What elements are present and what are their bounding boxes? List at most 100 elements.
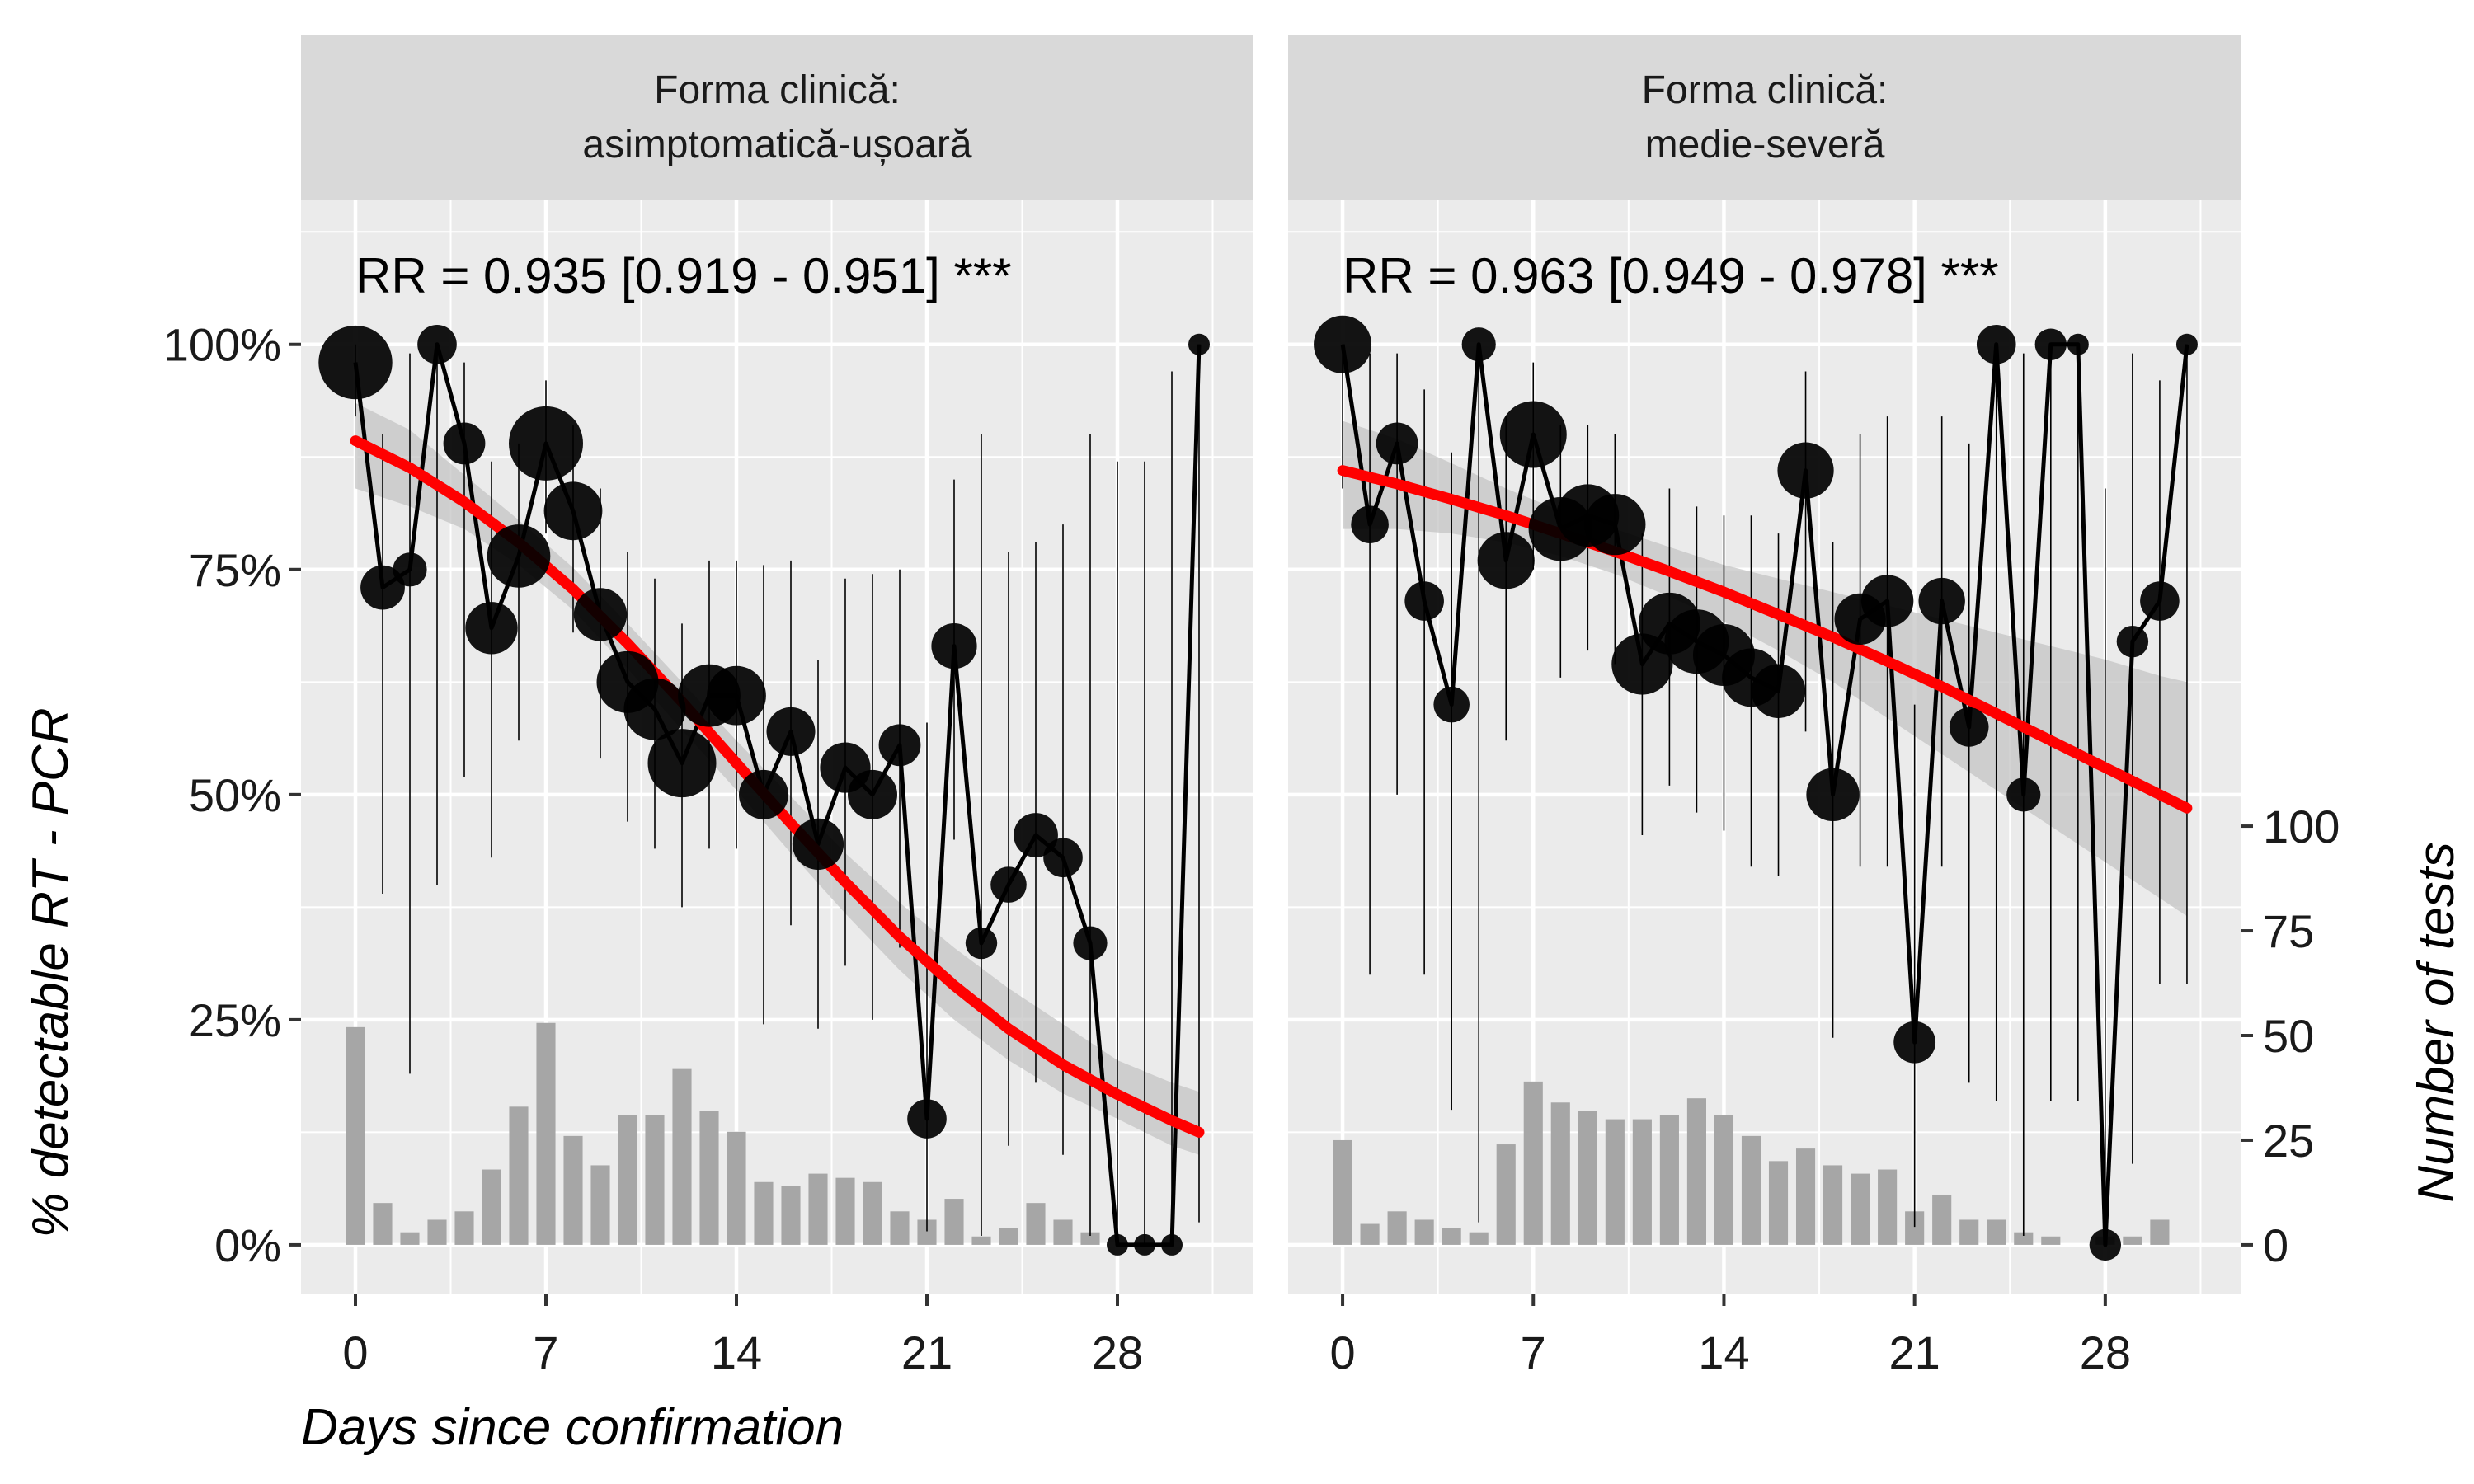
data-point xyxy=(1918,577,1965,625)
data-point xyxy=(443,422,486,465)
y-axis-title: % detectable RT - PCR xyxy=(22,707,79,1237)
test-count-bar xyxy=(1632,1119,1652,1245)
data-point xyxy=(623,678,686,740)
data-point xyxy=(543,481,603,541)
data-point xyxy=(1188,333,1210,355)
test-count-bar xyxy=(1795,1148,1816,1245)
trend-confidence-band xyxy=(355,402,1199,1155)
rr-annotation: RR = 0.963 [0.949 - 0.978] *** xyxy=(1343,248,1999,303)
y2-axis-title: Number of tests xyxy=(2408,842,2465,1203)
data-point xyxy=(907,1099,947,1139)
y2-tick-label: 100 xyxy=(2263,801,2340,852)
x-tick-label: 7 xyxy=(533,1327,558,1378)
x-tick-label: 7 xyxy=(1521,1327,1546,1378)
data-point xyxy=(1806,768,1860,822)
test-count-bar xyxy=(944,1199,964,1245)
test-count-bar xyxy=(373,1203,393,1245)
data-point xyxy=(1777,442,1834,499)
strip-label: medie-severă xyxy=(1645,123,1885,167)
trend-line xyxy=(350,435,1205,1138)
data-point xyxy=(965,927,998,960)
test-count-bar xyxy=(1959,1219,1979,1245)
data-point xyxy=(1860,575,1914,627)
test-count-bar xyxy=(1987,1219,2006,1245)
data-point xyxy=(1043,838,1083,878)
test-count-bar xyxy=(645,1115,665,1245)
data-point xyxy=(1376,422,1418,465)
data-point xyxy=(2034,328,2067,360)
data-point xyxy=(2067,333,2089,355)
test-count-bar xyxy=(1768,1161,1789,1245)
data-point xyxy=(1073,926,1108,960)
strip-label: Forma clinică: xyxy=(654,68,901,112)
data-point xyxy=(1751,664,1806,718)
data-point xyxy=(2089,1228,2122,1261)
test-count-bar xyxy=(482,1169,501,1245)
test-count-bar xyxy=(999,1228,1018,1245)
y-tick-label: 50% xyxy=(189,769,281,821)
data-point xyxy=(393,552,427,587)
test-count-bar xyxy=(536,1022,556,1245)
test-count-bar xyxy=(1851,1173,1870,1245)
test-count-bar xyxy=(1714,1115,1734,1245)
x-tick-label: 21 xyxy=(1889,1327,1940,1378)
y-tick-label: 25% xyxy=(189,994,281,1046)
data-point xyxy=(1314,315,1372,373)
data-point xyxy=(1107,1233,1128,1256)
test-count-bar xyxy=(618,1115,637,1245)
x-tick-label: 0 xyxy=(342,1327,368,1378)
data-point xyxy=(739,769,788,819)
data-point xyxy=(487,524,551,588)
test-count-bar xyxy=(890,1211,910,1245)
strip-background xyxy=(301,35,1253,200)
data-point xyxy=(931,623,977,669)
test-count-bar xyxy=(672,1068,692,1245)
data-point xyxy=(2175,333,2198,355)
test-count-bar xyxy=(1932,1194,1952,1245)
test-count-bar xyxy=(1550,1102,1570,1245)
x-tick-label: 0 xyxy=(1329,1327,1355,1378)
test-count-bar xyxy=(1878,1169,1898,1245)
test-count-bar xyxy=(1686,1098,1706,1245)
test-count-bar xyxy=(1905,1211,1925,1245)
data-point xyxy=(1584,494,1646,556)
test-count-bar xyxy=(1523,1081,1543,1245)
strip-label: asimptomatică-ușoară xyxy=(582,123,972,167)
test-count-bar xyxy=(1080,1232,1100,1245)
panel-2: Forma clinică: medie-severă RR = 0.963 [0.… xyxy=(1288,35,2241,1378)
test-count-bar xyxy=(971,1236,991,1245)
x-tick-label: 14 xyxy=(711,1327,762,1378)
data-point xyxy=(792,818,844,871)
y-tick-label: 75% xyxy=(189,544,281,596)
data-point xyxy=(766,707,816,756)
strip-background xyxy=(1288,35,2241,200)
strip-label: Forma clinică: xyxy=(1642,68,1888,112)
test-count-bar xyxy=(1360,1223,1380,1245)
x-tick-label: 28 xyxy=(2080,1327,2131,1378)
y-tick-label: 100% xyxy=(163,319,281,371)
test-count-bar xyxy=(2014,1232,2034,1245)
test-count-bar xyxy=(590,1165,610,1245)
data-point xyxy=(2140,581,2180,621)
test-count-bar xyxy=(400,1232,420,1245)
data-point xyxy=(573,588,628,641)
data-point xyxy=(1351,505,1389,543)
data-point xyxy=(1404,581,1444,621)
y2-tick-label: 50 xyxy=(2263,1010,2314,1062)
test-count-bar xyxy=(1442,1228,1461,1245)
test-count-bar xyxy=(1333,1139,1352,1245)
test-count-bar xyxy=(1741,1135,1761,1245)
test-count-bar xyxy=(509,1106,529,1245)
data-point xyxy=(1499,401,1567,468)
test-count-bar xyxy=(1496,1144,1516,1245)
y2-tick-label: 0 xyxy=(2263,1219,2288,1271)
test-count-bar xyxy=(754,1181,774,1245)
trend-line xyxy=(1337,465,2193,814)
test-count-bar xyxy=(1605,1119,1625,1245)
data-point xyxy=(417,324,457,364)
data-point xyxy=(1477,532,1535,589)
test-count-bar xyxy=(863,1181,882,1245)
test-count-bar xyxy=(1026,1203,1046,1245)
data-point xyxy=(1949,707,1989,747)
test-count-bar xyxy=(454,1211,474,1245)
